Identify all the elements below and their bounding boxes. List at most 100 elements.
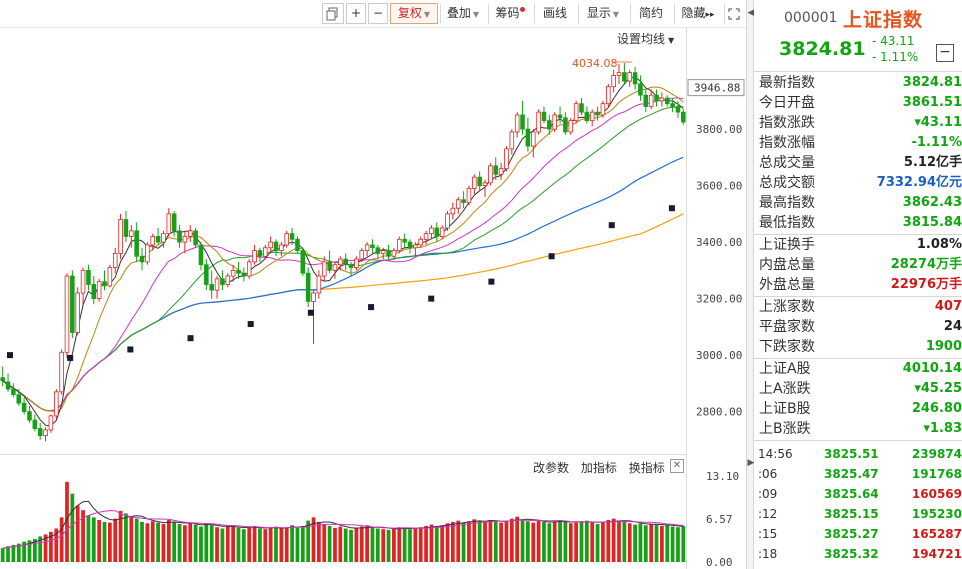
candle[interactable] — [380, 247, 386, 260]
candle[interactable] — [413, 242, 418, 257]
copy-icon[interactable] — [322, 3, 344, 24]
candle[interactable] — [145, 242, 150, 265]
candle[interactable] — [5, 373, 11, 392]
candle[interactable] — [327, 250, 332, 274]
candle[interactable] — [670, 98, 675, 113]
candle[interactable] — [557, 106, 563, 124]
candle[interactable] — [86, 264, 91, 291]
candle[interactable] — [150, 233, 156, 251]
candle[interactable] — [627, 69, 633, 87]
candle[interactable] — [316, 270, 322, 299]
candle[interactable] — [112, 247, 118, 274]
candle[interactable] — [595, 106, 600, 121]
candle[interactable] — [648, 89, 654, 110]
candle[interactable] — [654, 89, 659, 107]
candle[interactable] — [354, 256, 359, 271]
candle[interactable] — [273, 239, 279, 257]
candle[interactable] — [134, 222, 139, 262]
candle[interactable] — [488, 163, 493, 186]
candle[interactable] — [418, 236, 423, 248]
candle[interactable] — [96, 278, 102, 302]
candle[interactable] — [21, 397, 27, 415]
candle[interactable] — [552, 112, 557, 132]
candle[interactable] — [530, 129, 536, 158]
candle[interactable] — [343, 253, 348, 271]
candle[interactable] — [32, 414, 38, 432]
panel-collapse-strip[interactable]: ◀ ▶ — [746, 0, 754, 569]
candle[interactable] — [482, 179, 488, 197]
candle[interactable] — [579, 98, 584, 115]
candle[interactable] — [520, 100, 525, 135]
candle[interactable] — [268, 236, 273, 254]
candle[interactable] — [139, 247, 145, 271]
candle[interactable] — [102, 270, 107, 291]
candle[interactable] — [161, 230, 166, 248]
candle[interactable] — [252, 244, 257, 265]
candle[interactable] — [525, 117, 531, 152]
candle[interactable] — [359, 247, 365, 262]
candle[interactable] — [257, 247, 263, 262]
candle[interactable] — [48, 414, 54, 433]
candle[interactable] — [445, 211, 450, 231]
candle[interactable] — [681, 109, 686, 125]
fullscreen-icon[interactable] — [724, 3, 744, 24]
candle[interactable] — [606, 83, 611, 107]
candle[interactable] — [493, 157, 499, 180]
fuquan-button[interactable]: 复权 ▼ — [390, 3, 438, 24]
candle[interactable] — [439, 225, 445, 240]
price-chart[interactable]: 2800.00 3000.00 3200.00 3400.00 3600.00 3800.… — [0, 50, 746, 454]
candle[interactable] — [434, 222, 440, 243]
candle[interactable] — [504, 146, 509, 172]
zoom-in-icon[interactable]: + — [346, 3, 366, 24]
candle[interactable] — [16, 389, 22, 406]
candle[interactable] — [391, 247, 397, 260]
overlay-button[interactable]: 叠加 ▼ — [440, 3, 486, 24]
candle[interactable] — [364, 242, 370, 257]
candle[interactable] — [536, 109, 541, 135]
candle[interactable] — [37, 422, 43, 440]
candle[interactable] — [220, 270, 225, 291]
candle[interactable] — [632, 66, 638, 90]
candle[interactable] — [59, 349, 64, 395]
candle[interactable] — [289, 227, 295, 245]
candle[interactable] — [450, 202, 456, 220]
chevron-right-icon[interactable]: ▶ — [747, 458, 755, 468]
candle[interactable] — [541, 106, 547, 124]
candle[interactable] — [584, 106, 590, 124]
candle[interactable] — [547, 114, 552, 135]
candle[interactable] — [589, 109, 595, 127]
candle[interactable] — [611, 69, 616, 93]
candle[interactable] — [53, 389, 59, 419]
chip-distribution-button[interactable]: 筹码 — [488, 3, 532, 24]
candle[interactable] — [659, 92, 665, 107]
candle[interactable] — [177, 225, 182, 248]
candle[interactable] — [70, 270, 75, 339]
candle[interactable] — [166, 208, 172, 237]
close-indicator-icon[interactable]: ✕ — [670, 459, 684, 473]
candle[interactable] — [348, 261, 354, 277]
candle[interactable] — [187, 225, 193, 243]
candle[interactable] — [338, 256, 343, 271]
candle[interactable] — [386, 244, 391, 260]
hide-button[interactable]: 隐藏▸▸ — [674, 3, 722, 24]
candle[interactable] — [0, 366, 5, 387]
ma-setting-button[interactable]: 设置均线 ▼ — [617, 32, 675, 46]
candle[interactable] — [638, 75, 643, 101]
candle[interactable] — [600, 100, 606, 118]
chevron-left-icon[interactable]: ◀ — [747, 8, 755, 18]
candle[interactable] — [477, 171, 482, 192]
candle[interactable] — [225, 273, 231, 288]
minimize-button[interactable]: − — [936, 44, 954, 62]
candle[interactable] — [305, 267, 311, 308]
candle[interactable] — [643, 89, 649, 113]
simple-mode-button[interactable]: 简约 — [630, 3, 672, 24]
candle[interactable] — [429, 225, 434, 240]
candle[interactable] — [246, 259, 252, 279]
candle[interactable] — [64, 273, 70, 358]
candle[interactable] — [300, 247, 306, 277]
candle[interactable] — [466, 185, 472, 206]
candle[interactable] — [155, 227, 161, 245]
candle[interactable] — [27, 405, 32, 423]
candle[interactable] — [675, 100, 681, 118]
candle[interactable] — [664, 95, 670, 107]
